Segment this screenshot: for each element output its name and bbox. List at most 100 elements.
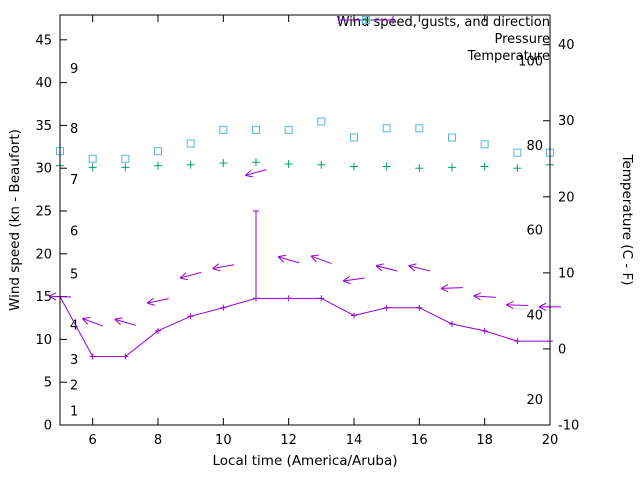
temperature-point: [513, 148, 522, 157]
y-right-tick-label: 0: [558, 342, 566, 357]
wind-direction-arrow: [310, 255, 332, 265]
legend-temperature-square: [361, 16, 370, 24]
temperature-point: [480, 140, 489, 149]
x-tick-label: 8: [154, 433, 162, 448]
wind-direction-arrowhead: [538, 306, 547, 311]
y-left-tick-label: 10: [35, 333, 52, 348]
fahrenheit-scale-label: 60: [526, 223, 543, 238]
x-tick-label: 14: [346, 433, 363, 448]
temperature-point: [382, 124, 391, 133]
plot-border: [59, 14, 551, 426]
temperature-point: [284, 125, 293, 134]
wind-direction-arrow: [408, 265, 431, 272]
x-tick-label: 18: [476, 433, 493, 448]
beaufort-scale-label: 3: [70, 353, 78, 368]
temperature-point: [252, 125, 260, 134]
y-right-tick-label: 10: [558, 266, 575, 281]
y-right-tick-label: 20: [558, 190, 575, 205]
x-tick-label: 6: [89, 433, 97, 448]
wind-direction-arrowhead: [179, 277, 188, 281]
temperature-point: [448, 133, 456, 142]
wind-direction-arrow: [506, 304, 529, 307]
wind-direction-arrowhead: [114, 318, 121, 326]
legend-item-temperature: Temperature: [337, 16, 550, 65]
fahrenheit-scale-label: 100: [518, 54, 543, 69]
wind-direction-arrowhead: [408, 265, 416, 272]
beaufort-scale-label: 7: [70, 173, 78, 188]
y-left-tick-label: 30: [35, 162, 52, 177]
legend-label-pressure: Pressure: [494, 32, 550, 47]
y-right-tick-label: 30: [558, 114, 575, 129]
wind-direction-arrowhead: [245, 174, 254, 178]
wind-direction-arrow: [473, 295, 496, 298]
temperature-point: [186, 139, 195, 148]
wind-direction-arrowhead: [506, 300, 514, 306]
temperature-square-sample-icon: [361, 16, 370, 24]
y-left-tick-label: 40: [35, 76, 52, 91]
wind-direction-arrowhead: [212, 263, 220, 269]
fahrenheit-scale-label: 40: [526, 308, 543, 323]
wind-speed-line: [59, 296, 550, 358]
beaufort-scale-label: 2: [70, 379, 78, 394]
y-left-axis-title: Wind speed (kn - Beaufort): [7, 129, 23, 311]
wind-direction-arrowhead: [375, 263, 384, 267]
y-right-tick-label: -10: [558, 419, 579, 434]
y-left-tick-label: 5: [44, 376, 52, 391]
x-tick-label: 16: [411, 433, 428, 448]
y-left-tick-label: 0: [44, 419, 52, 434]
y-left-tick-label: 45: [35, 33, 52, 48]
fahrenheit-scale-label: 20: [526, 393, 543, 408]
x-tick-label: 10: [215, 433, 232, 448]
y-right-tick-label: 40: [558, 38, 575, 53]
temperature-point: [121, 154, 130, 163]
wind-direction-arrowhead: [408, 263, 417, 267]
temperature-point: [317, 117, 326, 126]
beaufort-scale-label: 4: [70, 319, 78, 334]
x-axis-title: Local time (America/Aruba): [212, 453, 398, 469]
legend-label-temperature: Temperature: [467, 49, 550, 64]
beaufort-scale-label: 1: [70, 404, 78, 419]
wind-direction-arrowhead: [82, 317, 91, 320]
wind-direction-arrow: [82, 318, 104, 327]
y-left-tick-label: 35: [35, 119, 52, 134]
wind-direction-arrowhead: [277, 256, 285, 263]
temperature-point: [88, 154, 97, 163]
y-left-tick-label: 15: [35, 290, 52, 305]
y-left-tick-label: 20: [35, 247, 52, 262]
wind-direction-arrowhead: [179, 272, 187, 279]
wind-direction-arrowhead: [310, 255, 317, 263]
legend-label-wind: Wind speed, gusts, and direction: [336, 15, 550, 30]
wind-direction-arrowhead: [310, 254, 319, 257]
wind-direction-arrowhead: [375, 265, 383, 272]
wind-direction-arrowhead: [146, 297, 154, 304]
wind-direction-arrow: [212, 264, 235, 270]
legend-item-pressure: Pressure: [337, 15, 550, 48]
wind-direction-arrowhead: [48, 292, 57, 297]
wind-direction-arrowhead: [114, 317, 123, 320]
beaufort-scale-label: 6: [70, 225, 78, 240]
y-left-tick-label: 25: [35, 205, 52, 220]
beaufort-scale-label: 5: [70, 267, 78, 282]
x-tick-label: 12: [280, 433, 297, 448]
wind-direction-arrowhead: [473, 295, 481, 301]
beaufort-scale-label: 9: [70, 62, 78, 77]
legend: Wind speed, gusts, and direction Pressur…: [337, 14, 550, 65]
temperature-point: [219, 125, 228, 134]
wind-direction-arrowhead: [506, 304, 514, 310]
wind-direction-arrowhead: [212, 268, 221, 272]
wind-direction-arrowhead: [440, 284, 449, 289]
temperature-point: [154, 147, 162, 156]
wind-direction-arrowhead: [147, 302, 156, 306]
wind-direction-arrow: [375, 265, 398, 272]
wind-direction-arrow: [343, 277, 365, 282]
wind-direction-arrowhead: [48, 295, 57, 301]
y-right-axis-title: Temperature (C - F): [619, 154, 635, 286]
wind-direction-arrow: [245, 169, 267, 176]
wind-direction-arrow: [179, 271, 202, 279]
wind-direction-arrowhead: [538, 302, 547, 308]
wind-direction-arrowhead: [473, 292, 482, 297]
x-tick-label: 20: [542, 433, 559, 448]
wind-direction-arrow: [440, 287, 464, 289]
wind-direction-arrow: [277, 256, 300, 264]
